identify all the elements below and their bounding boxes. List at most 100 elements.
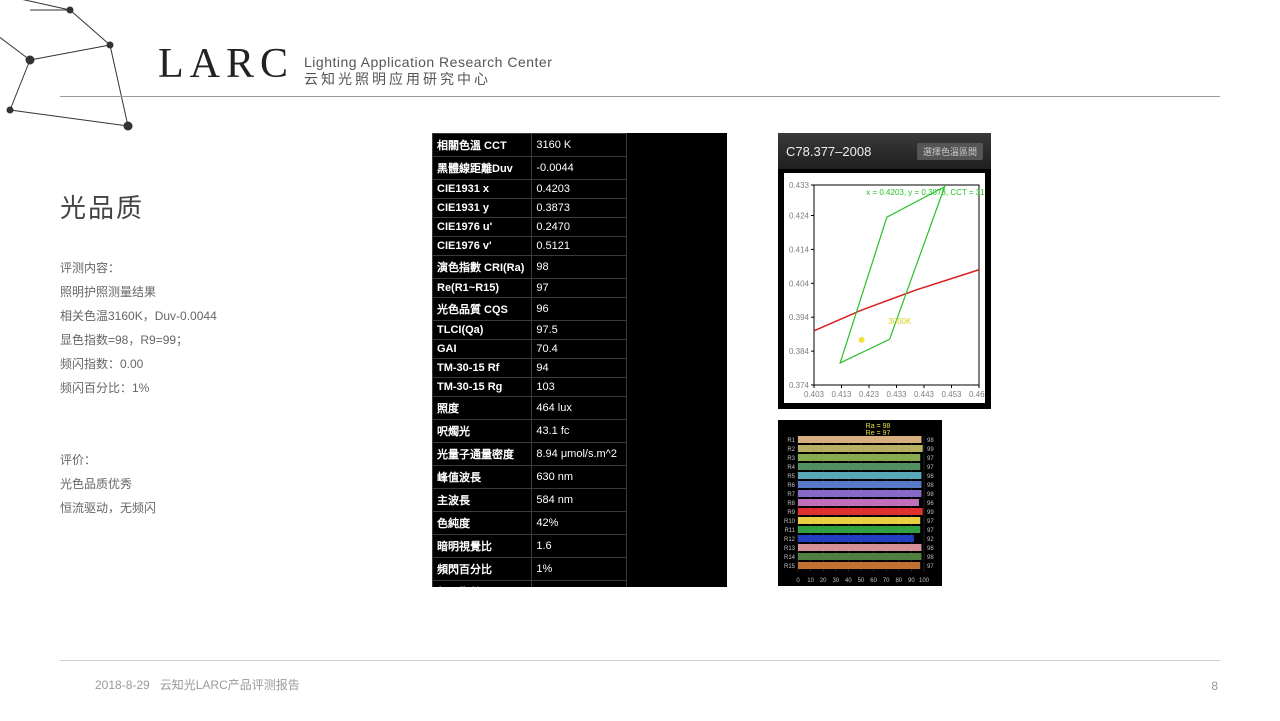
table-key: GAI [433, 340, 532, 359]
svg-text:0.414: 0.414 [789, 245, 810, 254]
table-key: 頻閃指數 [433, 581, 532, 588]
table-value: 98 [532, 256, 627, 279]
chart-a-range-button[interactable]: 選擇色溫區間 [917, 143, 983, 160]
svg-text:0.443: 0.443 [914, 390, 935, 399]
svg-text:0.423: 0.423 [859, 390, 880, 399]
table-row: 呎燭光43.1 fc [433, 420, 627, 443]
svg-text:R5: R5 [787, 474, 795, 480]
table-value: 97.5 [532, 321, 627, 340]
svg-text:R8: R8 [787, 501, 795, 507]
table-value: 3160 K [532, 134, 627, 157]
svg-text:0.374: 0.374 [789, 381, 810, 390]
table-key: Re(R1~R15) [433, 279, 532, 298]
svg-text:90: 90 [908, 578, 915, 584]
table-key: 黑體線距離Duv [433, 157, 532, 180]
svg-text:98: 98 [927, 438, 934, 444]
svg-text:98: 98 [927, 546, 934, 552]
table-row: 頻閃百分比1% [433, 558, 627, 581]
table-key: TLCI(Qa) [433, 321, 532, 340]
svg-text:R14: R14 [784, 555, 796, 561]
svg-text:R11: R11 [784, 528, 795, 534]
table-value: 464 lux [532, 397, 627, 420]
svg-text:99: 99 [927, 447, 934, 453]
svg-text:70: 70 [883, 578, 890, 584]
svg-text:0.404: 0.404 [789, 279, 810, 288]
table-key: 相關色溫 CCT [433, 134, 532, 157]
table-key: TM-30-15 Rg [433, 378, 532, 397]
table-key: 頻閃百分比 [433, 558, 532, 581]
svg-text:98: 98 [927, 555, 934, 561]
table-value: 43.1 fc [532, 420, 627, 443]
table-value: 42% [532, 512, 627, 535]
table-value: 97 [532, 279, 627, 298]
measurement-table-panel: 相關色溫 CCT3160 K黑體線距離Duv-0.0044CIE1931 x0.… [432, 133, 727, 587]
svg-text:92: 92 [927, 537, 934, 543]
table-key: CIE1976 u' [433, 218, 532, 237]
table-value: 94 [532, 359, 627, 378]
left-text-column: 评测内容：照明护照测量结果相关色温3160K，Duv-0.0044显色指数=98… [60, 256, 360, 520]
svg-text:60: 60 [870, 578, 877, 584]
table-key: TM-30-15 Rf [433, 359, 532, 378]
table-key: 暗明視覺比 [433, 535, 532, 558]
svg-text:97: 97 [927, 465, 934, 471]
table-key: 光色品質 CQS [433, 298, 532, 321]
svg-text:98: 98 [927, 492, 934, 498]
svg-text:R2: R2 [787, 447, 795, 453]
table-row: 照度464 lux [433, 397, 627, 420]
table-row: 色純度42% [433, 512, 627, 535]
logo-subtitle-en: Lighting Application Research Center [304, 54, 552, 71]
table-row: TM-30-15 Rf94 [433, 359, 627, 378]
logo: LARC Lighting Application Research Cente… [158, 40, 1220, 88]
footer-label: 云知光LARC产品评测报告 [160, 678, 300, 692]
svg-text:98: 98 [927, 474, 934, 480]
svg-text:0.433: 0.433 [886, 390, 907, 399]
table-value: 8.94 μmol/s.m^2 [532, 443, 627, 466]
cri-bar-plot: Ra = 98Re = 970102030405060708090100R198… [778, 420, 942, 586]
table-key: 峰值波長 [433, 466, 532, 489]
svg-text:0.403: 0.403 [804, 390, 825, 399]
svg-text:0.413: 0.413 [831, 390, 852, 399]
svg-text:Re = 97: Re = 97 [866, 430, 891, 437]
svg-text:20: 20 [820, 578, 827, 584]
svg-text:97: 97 [927, 519, 934, 525]
svg-text:x = 0.4203, y = 0.3873, CCT =: x = 0.4203, y = 0.3873, CCT = 3160K [866, 188, 985, 197]
svg-text:97: 97 [927, 456, 934, 462]
table-value: 630 nm [532, 466, 627, 489]
table-key: 演色指數 CRI(Ra) [433, 256, 532, 279]
table-row: CIE1976 u'0.2470 [433, 218, 627, 237]
table-key: CIE1931 x [433, 180, 532, 199]
measurement-table: 相關色溫 CCT3160 K黑體線距離Duv-0.0044CIE1931 x0.… [432, 133, 627, 587]
table-row: CIE1976 v'0.5121 [433, 237, 627, 256]
left-line: 相关色温3160K，Duv-0.0044 [60, 304, 360, 328]
table-key: 主波長 [433, 489, 532, 512]
table-value: 0.3873 [532, 199, 627, 218]
table-row: 光色品質 CQS96 [433, 298, 627, 321]
footer-rule [60, 660, 1220, 661]
logo-text: LARC [158, 40, 294, 88]
svg-text:100: 100 [919, 578, 930, 584]
table-row: 峰值波長630 nm [433, 466, 627, 489]
left-line: 评测内容： [60, 256, 360, 280]
table-row: 暗明視覺比1.6 [433, 535, 627, 558]
svg-text:98: 98 [927, 483, 934, 489]
svg-text:50: 50 [858, 578, 865, 584]
table-row: 相關色溫 CCT3160 K [433, 134, 627, 157]
table-row: 頻閃指數0.00 [433, 581, 627, 588]
cri-bar-chart-panel: Ra = 98Re = 970102030405060708090100R198… [778, 420, 942, 586]
svg-text:R3: R3 [787, 456, 795, 462]
table-value: 70.4 [532, 340, 627, 359]
table-row: 光量子通量密度8.94 μmol/s.m^2 [433, 443, 627, 466]
svg-text:R6: R6 [787, 483, 795, 489]
chart-a-title: C78.377–2008 [786, 144, 871, 159]
svg-text:R15: R15 [784, 564, 796, 570]
svg-text:0.453: 0.453 [941, 390, 962, 399]
svg-text:99: 99 [927, 510, 934, 516]
table-key: 色純度 [433, 512, 532, 535]
left-line: 恒流驱动，无频闪 [60, 496, 360, 520]
svg-text:3000K: 3000K [888, 317, 912, 326]
svg-text:0.394: 0.394 [789, 313, 810, 322]
table-value: 96 [532, 298, 627, 321]
chromaticity-plot: 0.4030.4130.4230.4330.4430.4530.4630.374… [784, 173, 985, 403]
svg-text:0.424: 0.424 [789, 212, 810, 221]
svg-text:80: 80 [895, 578, 902, 584]
